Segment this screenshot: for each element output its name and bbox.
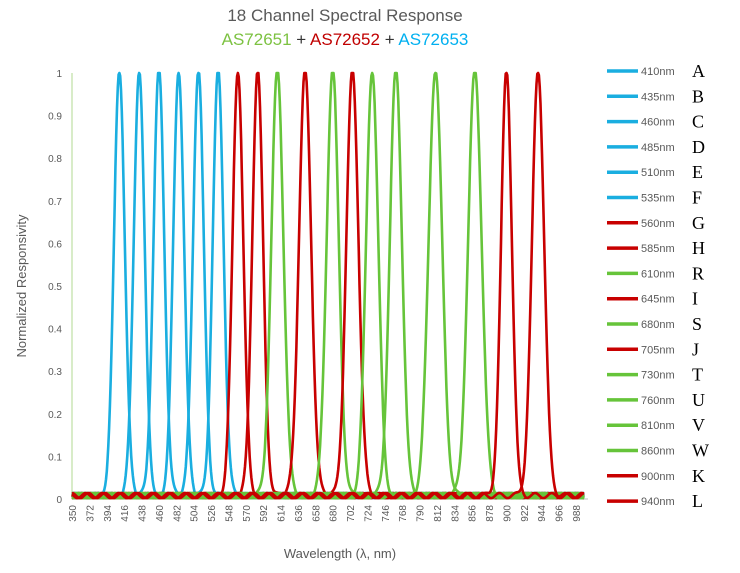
- legend-label: 435nm: [641, 91, 675, 103]
- legend-label: 860nm: [641, 446, 675, 458]
- x-tick-label: 680: [329, 505, 340, 522]
- legend-label: 645nm: [641, 294, 675, 306]
- legend-letter: F: [692, 188, 702, 208]
- legend-letter: W: [692, 441, 709, 461]
- legend-letter: C: [692, 112, 704, 132]
- legend-label: 810nm: [641, 420, 675, 432]
- x-tick-label: 900: [502, 505, 513, 522]
- x-tick-label: 636: [294, 505, 305, 522]
- legend-letter: E: [692, 162, 703, 182]
- legend-letter: R: [692, 263, 704, 283]
- x-tick-label: 548: [224, 505, 235, 522]
- legend-label: 460nm: [641, 117, 675, 129]
- legend-letter: B: [692, 86, 704, 106]
- chart-subtitle: AS72651 + AS72652 + AS72653: [0, 30, 690, 50]
- legend-letter: V: [692, 415, 705, 435]
- x-tick-label: 592: [259, 505, 270, 522]
- y-tick-label: 0.1: [48, 452, 62, 463]
- x-tick-label: 702: [346, 505, 357, 522]
- series-line-940nm: [71, 71, 585, 500]
- legend-label: 560nm: [641, 218, 675, 230]
- y-tick-label: 0.3: [48, 367, 62, 378]
- legend-letter: U: [692, 390, 705, 410]
- x-tick-label: 614: [277, 505, 288, 522]
- x-tick-label: 724: [363, 505, 374, 522]
- subtitle-part-as72651: AS72651: [221, 30, 292, 49]
- x-tick-label: 416: [120, 505, 131, 522]
- legend-label: 610nm: [641, 268, 675, 280]
- legend-letter: G: [692, 213, 705, 233]
- x-tick-label: 768: [398, 505, 409, 522]
- x-tick-label: 834: [450, 505, 461, 522]
- x-tick-label: 790: [416, 505, 427, 522]
- y-tick-label: 0: [56, 495, 62, 506]
- x-tick-label: 504: [190, 505, 201, 522]
- x-tick-label: 438: [138, 505, 149, 522]
- y-tick-label: 0.2: [48, 410, 62, 421]
- legend-letter: J: [692, 339, 699, 359]
- y-tick-label: 0.9: [48, 112, 62, 123]
- y-tick-label: 0.5: [48, 282, 62, 293]
- legend-letter: H: [692, 238, 705, 258]
- x-tick-label: 922: [520, 505, 531, 522]
- x-tick-label: 988: [572, 505, 583, 522]
- x-axis-label: Wavelength (λ, nm): [284, 546, 396, 561]
- legend-label: 510nm: [641, 167, 675, 179]
- x-tick-label: 856: [468, 505, 479, 522]
- legend-letter: K: [692, 466, 705, 486]
- subtitle-part-as72652: AS72652: [310, 30, 380, 49]
- x-tick-label: 878: [485, 505, 496, 522]
- legend-label: 485nm: [641, 142, 675, 154]
- x-tick-label: 372: [85, 505, 96, 522]
- x-tick-label: 394: [103, 505, 114, 522]
- legend-label: 585nm: [641, 243, 675, 255]
- subtitle-plus: +: [379, 30, 399, 49]
- subtitle-plus: +: [291, 30, 311, 49]
- legend-label: 900nm: [641, 471, 675, 483]
- legend-label: 760nm: [641, 395, 675, 407]
- y-axis-label: Normalized Responsivity: [14, 214, 29, 358]
- x-tick-label: 746: [381, 505, 392, 522]
- legend-letter: L: [692, 491, 703, 511]
- x-tick-label: 460: [155, 505, 166, 522]
- legend-label: 535nm: [641, 193, 675, 205]
- subtitle-part-as72653: AS72653: [398, 30, 469, 49]
- x-tick-label: 944: [537, 505, 548, 522]
- y-tick-label: 0.6: [48, 239, 62, 250]
- y-tick-label: 1: [56, 69, 62, 80]
- chart-title: 18 Channel Spectral Response: [227, 6, 463, 25]
- x-tick-label: 812: [433, 505, 444, 522]
- legend-label: 940nm: [641, 496, 675, 508]
- y-tick-label: 0.7: [48, 197, 62, 208]
- y-tick-label: 0.8: [48, 154, 62, 165]
- legend-label: 680nm: [641, 319, 675, 331]
- x-tick-label: 350: [68, 505, 79, 522]
- legend-letter: S: [692, 314, 702, 334]
- legend-label: 705nm: [641, 344, 675, 356]
- x-tick-label: 482: [172, 505, 183, 522]
- x-tick-label: 966: [555, 505, 566, 522]
- legend-letter: D: [692, 137, 705, 157]
- legend-label: 730nm: [641, 370, 675, 382]
- legend-label: 410nm: [641, 66, 675, 78]
- legend-letter: I: [692, 289, 698, 309]
- legend-letter: A: [692, 61, 705, 81]
- y-tick-label: 0.4: [48, 325, 62, 336]
- x-tick-label: 526: [207, 505, 218, 522]
- x-tick-label: 570: [242, 505, 253, 522]
- x-tick-label: 658: [311, 505, 322, 522]
- legend-letter: T: [692, 365, 703, 385]
